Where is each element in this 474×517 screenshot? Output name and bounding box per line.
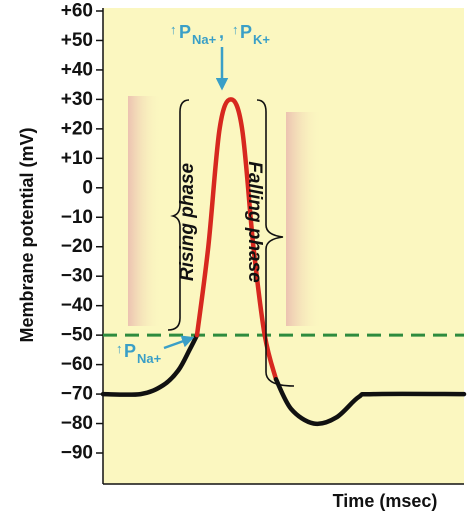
y-tick-label: −70 (61, 384, 93, 405)
falling-phase-label: Falling phase (244, 161, 265, 283)
y-tick-label: −60 (61, 354, 93, 375)
peak-label-p2: P (240, 22, 252, 42)
peak-label-sub1: Na+ (192, 32, 217, 47)
faded-label-block-right (286, 112, 322, 326)
increase-arrow-icon: ↑ (170, 22, 177, 37)
increase-arrow-icon: ↑ (116, 341, 123, 356)
y-tick-label: +40 (61, 59, 93, 80)
x-axis-title: Time (msec) (333, 491, 438, 511)
peak-label-p1: P (179, 22, 191, 42)
falling-phase-brace (256, 99, 295, 387)
threshold-label-p: P (124, 341, 136, 361)
y-tick-label: +30 (61, 89, 93, 110)
y-tick-label: −50 (61, 325, 93, 346)
y-tick-label: −90 (61, 443, 93, 464)
y-ticks: +60 +50 +40 +30 +20 +10 0 −10 −20 −30 −40 −50 −60 −70… (61, 1, 103, 464)
trace-resting-segment (100, 332, 200, 397)
y-tick-label: −40 (61, 295, 93, 316)
threshold-label-sub: Na+ (137, 351, 162, 366)
y-tick-label: 0 (82, 177, 93, 198)
y-tick-label: −80 (61, 413, 93, 434)
peak-label-sub2: K+ (253, 32, 270, 47)
y-tick-label: +10 (61, 148, 93, 169)
threshold-permeability-annotation: ↑ P Na+ (116, 335, 195, 366)
trace-action-potential-segment (194, 97, 279, 382)
y-tick-label: −30 (61, 266, 93, 287)
trace-undershoot-segment (273, 377, 467, 427)
y-tick-label: +20 (61, 118, 93, 139)
faded-label-block-left (128, 96, 162, 326)
y-tick-label: −20 (61, 236, 93, 257)
increase-arrow-icon: ↑ (232, 22, 239, 37)
peak-permeability-annotation: ↑ P Na+ , ↑ P K+ (170, 22, 270, 91)
y-tick-label: +60 (61, 1, 93, 22)
y-tick-label: −10 (61, 207, 93, 228)
y-tick-label: +50 (61, 30, 93, 51)
peak-label-sep: , (219, 22, 224, 42)
rising-phase-brace (167, 99, 190, 331)
rising-phase-label: Rising phase (177, 162, 198, 281)
y-axis-title: Membrane potential (mV) (17, 127, 37, 342)
plot-background (103, 8, 464, 484)
threshold-arrow (163, 335, 195, 350)
